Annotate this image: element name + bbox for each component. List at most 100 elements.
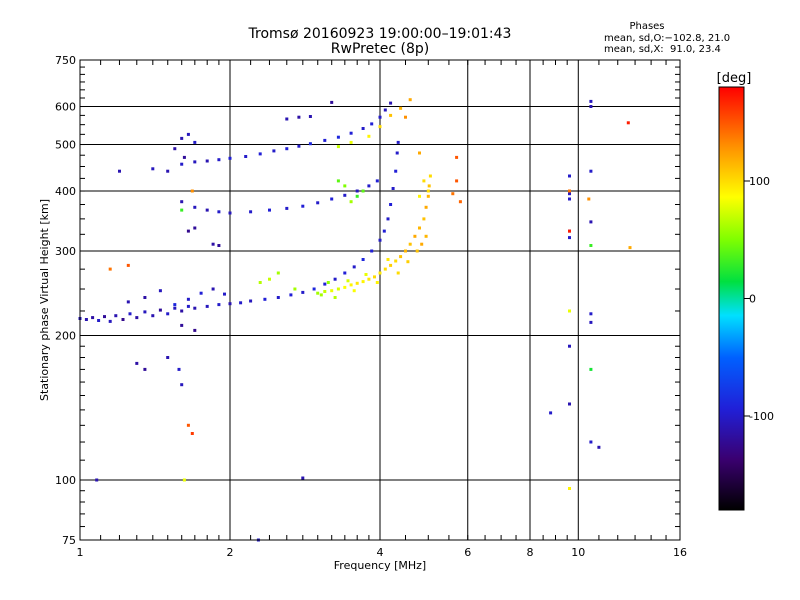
- echo-point: [308, 142, 312, 146]
- echo-point: [383, 267, 387, 271]
- x-tick-label: 6: [464, 546, 471, 559]
- echo-point: [568, 192, 571, 196]
- echo-point: [426, 194, 430, 198]
- echo-point: [427, 184, 431, 188]
- echo-point: [394, 169, 398, 173]
- echo-point: [108, 267, 112, 271]
- echo-point: [180, 383, 184, 387]
- echo-point: [375, 179, 379, 183]
- y-tick-label: 750: [55, 54, 76, 67]
- echo-point: [118, 169, 121, 173]
- echo-point: [370, 122, 374, 126]
- echo-point: [589, 440, 593, 444]
- echo-point: [394, 259, 398, 263]
- echo-point: [389, 113, 393, 117]
- echo-point: [597, 445, 601, 449]
- echo-point: [190, 189, 194, 193]
- echo-point: [568, 189, 571, 193]
- echo-point: [285, 147, 289, 151]
- colorbar: [718, 86, 745, 511]
- echo-point: [343, 271, 347, 275]
- echo-point: [336, 287, 340, 291]
- x-tick-label: 8: [527, 546, 534, 559]
- echo-point: [389, 101, 393, 105]
- echo-point: [349, 131, 353, 135]
- echo-point: [568, 197, 571, 201]
- echo-point: [355, 194, 359, 198]
- echo-point: [190, 432, 194, 435]
- echo-point: [330, 197, 334, 201]
- echo-point: [186, 132, 190, 136]
- echo-point: [420, 242, 424, 246]
- plot-frame: [79, 59, 681, 541]
- echo-point: [404, 115, 407, 119]
- echo-point: [180, 136, 184, 140]
- echo-point: [367, 184, 371, 188]
- echo-point: [455, 155, 459, 159]
- echo-point: [173, 147, 177, 151]
- echo-point: [166, 312, 170, 316]
- y-tick-label: 300: [55, 245, 76, 258]
- echo-point: [349, 200, 353, 204]
- echo-point: [422, 179, 426, 183]
- echo-point: [84, 318, 88, 321]
- echo-point: [151, 167, 155, 171]
- phases-o-stats: mean, sd,O:−102.8, 21.0: [604, 33, 731, 44]
- echo-point: [276, 271, 280, 275]
- x-axis-label: Frequency [MHz]: [334, 559, 426, 572]
- echo-point: [289, 293, 293, 297]
- echo-point: [301, 290, 305, 294]
- echo-point: [389, 203, 393, 206]
- echo-point: [455, 179, 459, 183]
- y-tick-label: 500: [55, 139, 76, 152]
- echo-point: [263, 297, 267, 301]
- echo-point: [323, 138, 327, 142]
- y-axis-label: Stationary phase Virtual Height [km]: [38, 199, 51, 401]
- echo-point: [326, 281, 330, 284]
- echo-point: [395, 151, 399, 155]
- echo-point: [177, 367, 181, 371]
- echo-point: [258, 152, 262, 156]
- echo-point: [319, 293, 323, 297]
- echo-point: [589, 367, 593, 371]
- echo-point: [589, 169, 593, 173]
- echo-point: [126, 300, 130, 304]
- echo-point: [568, 402, 571, 406]
- chart-subtitle: RwPretec (8p): [330, 41, 430, 57]
- echo-point: [382, 229, 386, 233]
- echo-point: [424, 205, 428, 209]
- echo-point: [399, 106, 403, 110]
- chart-title: Tromsø 20160923 19:00:00–19:01:43: [248, 26, 512, 42]
- y-tick-label: 600: [55, 101, 76, 114]
- echo-point: [458, 200, 462, 204]
- echo-point: [193, 160, 197, 164]
- echo-point: [293, 287, 297, 291]
- echo-point: [396, 140, 400, 144]
- echo-point: [268, 277, 271, 281]
- echo-point: [373, 275, 376, 279]
- echo-point: [367, 277, 371, 281]
- echo-point: [386, 258, 390, 261]
- colorbar-tick-label: 0: [749, 293, 756, 306]
- echo-point: [143, 296, 147, 299]
- echo-point: [166, 356, 170, 359]
- echo-point: [180, 309, 184, 313]
- echo-point: [404, 249, 407, 253]
- echo-point: [186, 297, 190, 301]
- echo-point: [223, 292, 226, 296]
- echo-point: [173, 303, 177, 307]
- echo-point: [193, 205, 197, 209]
- echo-point: [114, 314, 118, 318]
- echo-point: [126, 263, 130, 267]
- echo-point: [143, 367, 147, 371]
- echo-point: [406, 260, 410, 264]
- echo-point: [451, 192, 455, 196]
- echo-point: [361, 189, 365, 193]
- echo-point: [121, 318, 125, 321]
- echo-point: [355, 189, 359, 193]
- echo-point: [336, 179, 340, 183]
- echo-point: [301, 476, 305, 480]
- echo-point: [378, 238, 382, 242]
- echo-point: [323, 290, 327, 293]
